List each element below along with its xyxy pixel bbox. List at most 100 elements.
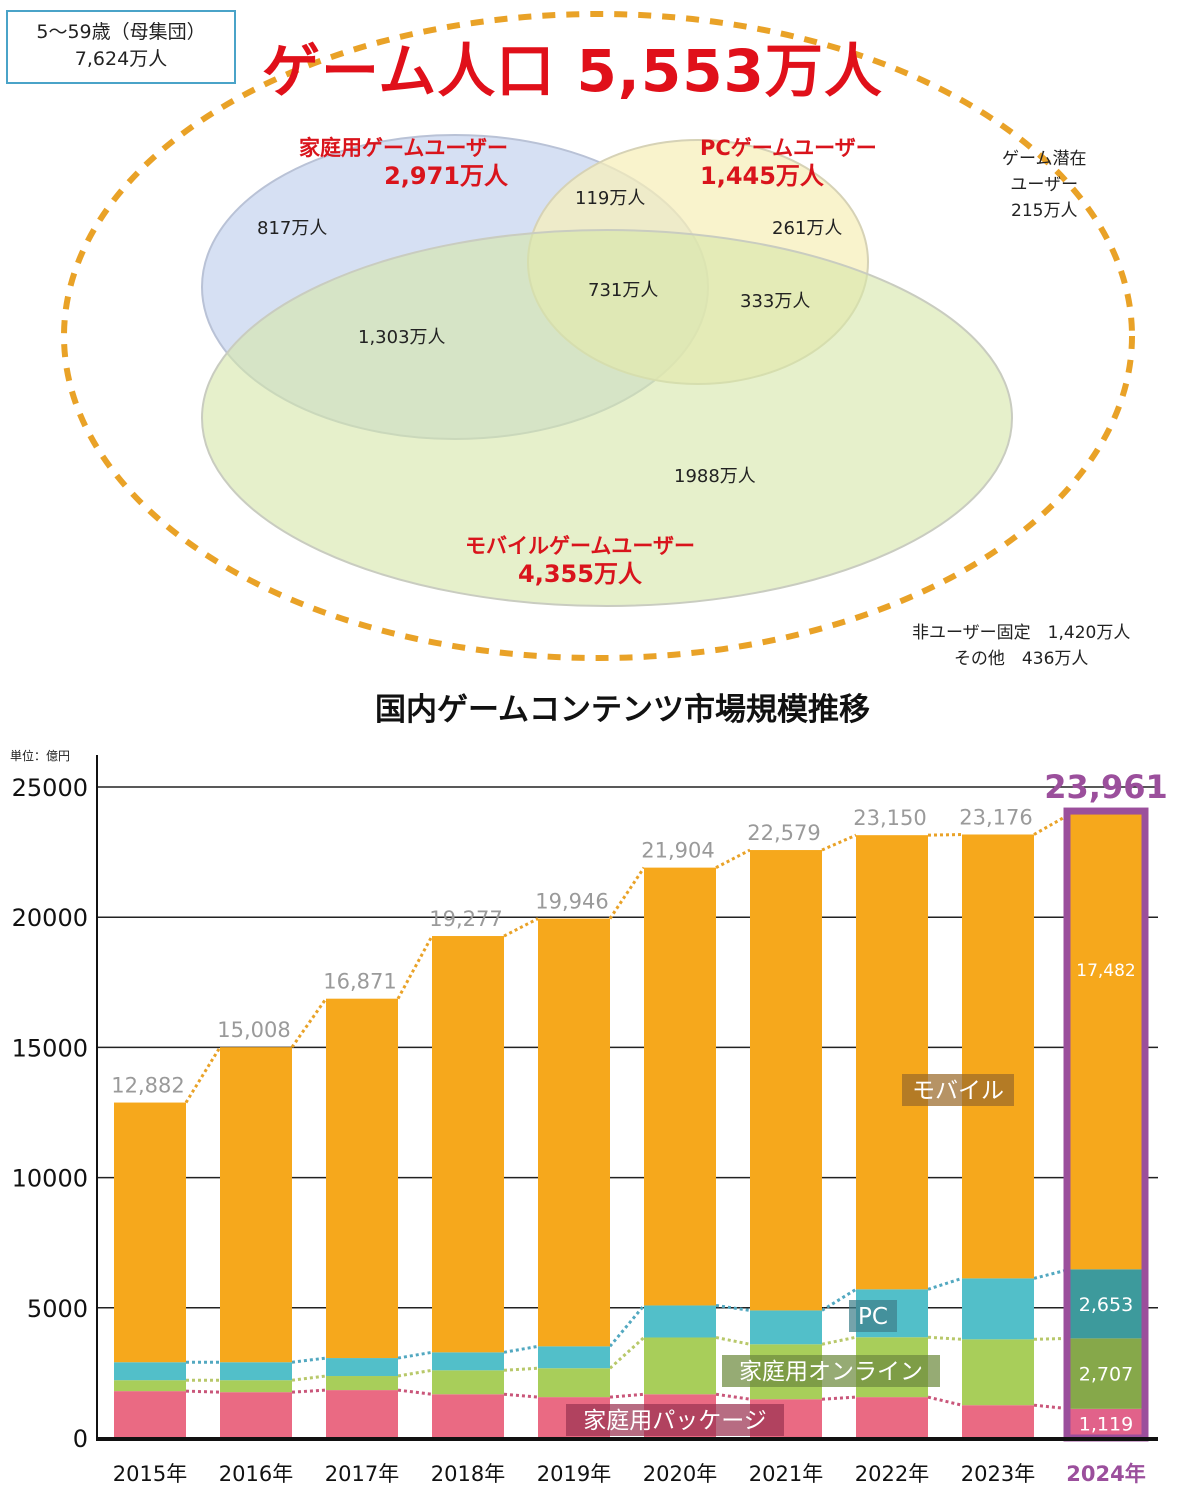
connector-pc — [503, 1344, 539, 1354]
mobile-only-count: 1988万人 — [674, 466, 756, 487]
bar-segment-pc — [326, 1358, 398, 1377]
connector-package — [821, 1395, 857, 1401]
x-tick-label: 2018年 — [431, 1462, 505, 1486]
game-population-headline: ゲーム人口 5,553万人 — [262, 37, 883, 105]
total-label: 23,176 — [959, 805, 1032, 829]
bar-segment-mobile — [326, 998, 398, 1359]
game-population-outline — [61, 11, 1135, 661]
connector-total — [1033, 812, 1071, 836]
pc-users-label: PCゲームユーザー 1,445万人 — [700, 134, 877, 190]
total-label: 15,008 — [217, 1018, 290, 1042]
series-label-pc: PC — [858, 1304, 888, 1330]
home-users-label: 家庭用ゲームユーザー 2,971万人 — [258, 134, 508, 190]
series-label-mobile: モバイル — [912, 1078, 1004, 1104]
bar-segment-online — [962, 1339, 1034, 1406]
connector-online — [927, 1335, 963, 1341]
series-label-mobile-bg — [902, 1074, 1014, 1106]
bar-segment-pc — [432, 1352, 504, 1371]
pc-users-value: 1,445万人 — [700, 162, 824, 190]
non-users-line1: 非ユーザー固定 1,420万人 — [912, 623, 1131, 643]
bars-layer — [114, 807, 1149, 1442]
x-tick-label: 2024年 — [1066, 1462, 1145, 1486]
bar-segment-online — [114, 1380, 186, 1392]
y-tick-label: 10000 — [12, 1165, 88, 1193]
bar-segment-package — [856, 1397, 928, 1438]
home-only-count: 817万人 — [257, 218, 328, 239]
total-label: 16,871 — [323, 970, 396, 994]
y-tick-label: 15000 — [12, 1034, 88, 1062]
bar-segment-pc — [220, 1362, 292, 1381]
bar-segment-package — [114, 1391, 186, 1438]
segment-value-label-package: 1,119 — [1079, 1413, 1133, 1435]
labels-layer: 12,882 15,008 16,871 19,277 19,946 21,904 22,5… — [111, 768, 1168, 1436]
connector-package — [397, 1388, 433, 1396]
total-label: 12,882 — [111, 1074, 184, 1098]
bar-segment-pc — [1070, 1269, 1142, 1339]
connector-total — [821, 833, 857, 852]
home-mobile-count: 1,303万人 — [358, 327, 446, 348]
y-tick-label: 25000 — [12, 774, 88, 802]
potential-users-note: ゲーム潜在 ユーザー 215万人 — [1002, 146, 1087, 224]
bar-segment-online — [1070, 1338, 1142, 1409]
x-tick-label: 2023年 — [961, 1462, 1035, 1486]
mobile-users-value: 4,355万人 — [518, 560, 642, 588]
all-three-count: 731万人 — [588, 280, 659, 301]
bar-segment-mobile — [856, 835, 928, 1290]
x-tick-label: 2022年 — [855, 1462, 929, 1486]
population-box-line1: 5～59歳（母集団） — [36, 21, 206, 43]
home-users-value: 2,971万人 — [384, 162, 508, 190]
bar-segment-package — [326, 1390, 398, 1438]
population-box-line2: 7,624万人 — [74, 48, 168, 70]
connector-total — [715, 848, 751, 869]
connector-lines — [184, 812, 1071, 1411]
non-users-note: 非ユーザー固定 1,420万人 その他 436万人 — [912, 620, 1130, 672]
connector-online — [715, 1336, 751, 1346]
connector-online — [291, 1374, 327, 1382]
segment-value-label-pc: 2,653 — [1079, 1294, 1133, 1316]
connector-total — [396, 935, 434, 1000]
total-label: 23,150 — [853, 806, 926, 830]
connector-online — [503, 1366, 539, 1372]
connector-total — [503, 917, 539, 938]
series-label-pc-bg — [849, 1300, 897, 1332]
connector-package — [503, 1392, 539, 1399]
bar-segment-mobile — [962, 834, 1034, 1279]
mobile-users-title: モバイルゲームユーザー — [465, 534, 695, 558]
connector-online — [608, 1336, 646, 1370]
x-tick-label: 2020年 — [643, 1462, 717, 1486]
x-axis-ticks: 2015年 2016年 2017年 2018年 2019年 2020年 2021年 2022年… — [113, 1462, 1146, 1486]
bar-segment-online — [220, 1380, 292, 1393]
bar-segment-package — [432, 1394, 504, 1438]
bar-segment-online — [326, 1376, 398, 1391]
bar-segment-pc — [750, 1310, 822, 1345]
segment-value-label-online: 2,707 — [1079, 1364, 1133, 1386]
connector-pc — [608, 1304, 646, 1348]
bar-segment-mobile — [538, 918, 610, 1347]
home-pc-count: 119万人 — [575, 188, 646, 209]
connector-total — [290, 997, 328, 1049]
market-size-chart: 単位：億円 0 5000 10000 15000 20000 25000 12,882 15… — [10, 748, 1168, 1486]
y-tick-label: 5000 — [27, 1295, 88, 1323]
potential-users-line3: 215万人 — [1011, 201, 1078, 221]
x-tick-label: 2016年 — [219, 1462, 293, 1486]
potential-users-line1: ゲーム潜在 — [1002, 149, 1087, 169]
connector-total — [184, 1046, 222, 1104]
total-label: 23,961 — [1044, 768, 1167, 806]
connector-pc — [397, 1350, 433, 1360]
bar-segment-online — [644, 1337, 716, 1395]
bar-segment-package — [962, 1405, 1034, 1438]
connector-package — [927, 1395, 963, 1407]
x-tick-label: 2021年 — [749, 1462, 823, 1486]
series-label-online: 家庭用オンライン — [739, 1359, 923, 1385]
chart-title: 国内ゲームコンテンツ市場規模推移 — [374, 692, 871, 728]
unit-label: 単位：億円 — [10, 748, 70, 763]
bar-segment-mobile — [114, 1102, 186, 1363]
total-label: 19,277 — [429, 907, 502, 931]
population-box: 5～59歳（母集団） 7,624万人 — [6, 10, 236, 84]
bar-segment-pc — [114, 1362, 186, 1381]
non-users-line2: その他 436万人 — [953, 649, 1089, 669]
connector-package — [291, 1388, 327, 1394]
total-label: 21,904 — [641, 839, 714, 863]
potential-users-line2: ユーザー — [1010, 175, 1079, 195]
connector-total — [608, 866, 646, 920]
